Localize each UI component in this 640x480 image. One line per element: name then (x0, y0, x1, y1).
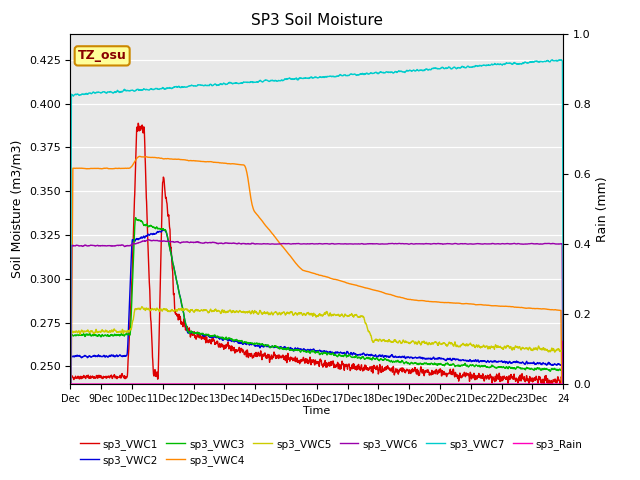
sp3_VWC3 (545, 368, 553, 373)
sp3_VWC6 (455, 241, 463, 247)
sp3_VWC6 (145, 237, 152, 242)
sp3_VWC3 (307, 350, 314, 356)
sp3_VWC6 (545, 240, 553, 246)
sp3_VWC3 (132, 215, 140, 220)
sp3_VWC1 (307, 356, 314, 361)
sp3_VWC3 (545, 367, 553, 373)
sp3_VWC7 (306, 75, 314, 81)
sp3_Rain (307, 381, 314, 387)
sp3_VWC6 (92, 243, 99, 249)
sp3_VWC3 (293, 348, 301, 353)
sp3_VWC7 (559, 337, 567, 343)
sp3_Rain (94, 381, 102, 387)
sp3_VWC5 (545, 348, 553, 354)
Y-axis label: Soil Moisture (m3/m3): Soil Moisture (m3/m3) (10, 140, 23, 278)
sp3_VWC2 (455, 357, 463, 363)
sp3_Rain (559, 381, 567, 387)
X-axis label: Time: Time (303, 407, 330, 417)
sp3_VWC7 (545, 58, 553, 64)
Legend: sp3_VWC1, sp3_VWC2, sp3_VWC3, sp3_VWC4, sp3_VWC5, sp3_VWC6, sp3_VWC7, sp3_Rain: sp3_VWC1, sp3_VWC2, sp3_VWC3, sp3_VWC4, … (76, 435, 587, 470)
sp3_VWC6 (545, 240, 553, 246)
sp3_VWC5 (545, 348, 553, 354)
Line: sp3_VWC7: sp3_VWC7 (70, 60, 563, 449)
sp3_VWC4 (136, 154, 143, 159)
sp3_VWC2 (545, 361, 553, 367)
Line: sp3_VWC4: sp3_VWC4 (70, 156, 563, 480)
sp3_VWC5 (92, 328, 99, 334)
sp3_Rain (455, 381, 463, 387)
sp3_VWC2 (307, 347, 314, 352)
sp3_VWC6 (307, 241, 314, 247)
sp3_VWC3 (92, 332, 99, 338)
sp3_VWC4 (545, 307, 553, 312)
sp3_VWC6 (293, 241, 301, 247)
sp3_VWC1 (455, 378, 463, 384)
Line: sp3_VWC6: sp3_VWC6 (70, 240, 563, 480)
sp3_Rain (545, 381, 553, 387)
sp3_VWC7 (67, 446, 74, 452)
Line: sp3_VWC1: sp3_VWC1 (70, 123, 563, 480)
sp3_VWC7 (454, 65, 462, 71)
Line: sp3_VWC5: sp3_VWC5 (70, 307, 563, 480)
sp3_Rain (241, 381, 249, 387)
sp3_VWC3 (455, 363, 463, 369)
sp3_VWC4 (307, 270, 314, 276)
sp3_Rain (545, 381, 553, 387)
sp3_VWC4 (293, 262, 301, 268)
sp3_VWC5 (307, 311, 314, 317)
sp3_VWC1 (293, 355, 301, 361)
sp3_VWC2 (545, 360, 553, 366)
sp3_VWC2 (92, 354, 99, 360)
sp3_VWC7 (293, 76, 301, 82)
sp3_VWC2 (293, 346, 301, 352)
Y-axis label: Rain (mm): Rain (mm) (596, 176, 609, 241)
sp3_VWC7 (557, 57, 565, 63)
sp3_Rain (67, 381, 74, 387)
sp3_VWC5 (138, 304, 146, 310)
sp3_VWC5 (293, 312, 301, 318)
Text: TZ_osu: TZ_osu (78, 49, 127, 62)
Line: sp3_VWC2: sp3_VWC2 (70, 230, 563, 480)
sp3_VWC4 (545, 307, 553, 312)
sp3_Rain (294, 381, 301, 387)
sp3_VWC1 (545, 377, 553, 383)
sp3_Rain (92, 381, 99, 387)
sp3_VWC1 (134, 120, 142, 126)
sp3_VWC5 (455, 343, 463, 349)
sp3_VWC6 (559, 465, 567, 471)
Line: sp3_VWC3: sp3_VWC3 (70, 217, 563, 480)
sp3_VWC1 (545, 379, 553, 384)
sp3_VWC1 (92, 375, 99, 381)
Title: SP3 Soil Moisture: SP3 Soil Moisture (251, 13, 383, 28)
sp3_VWC4 (455, 300, 463, 306)
sp3_VWC7 (545, 59, 552, 64)
sp3_VWC2 (161, 227, 168, 233)
sp3_VWC7 (92, 90, 99, 96)
sp3_VWC4 (92, 166, 99, 171)
